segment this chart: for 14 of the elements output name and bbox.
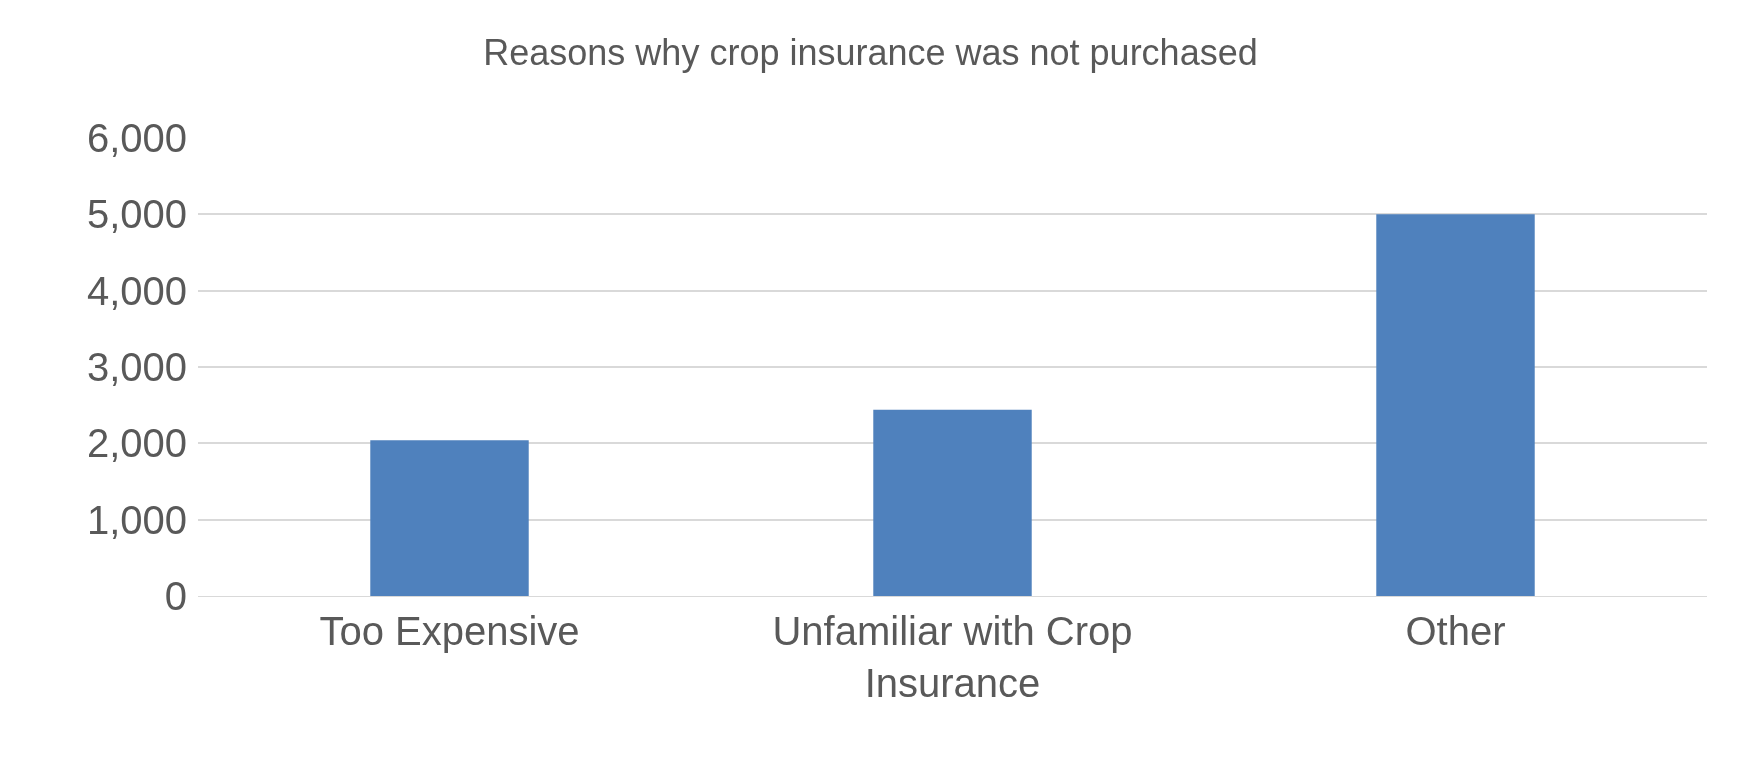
y-tick-label: 1,000 xyxy=(86,497,187,542)
x-tick-label: Unfamiliar with Crop Insurance xyxy=(772,609,1133,705)
y-tick-label: 3,000 xyxy=(86,345,187,389)
x-tick-label: Too Expensive xyxy=(319,609,580,653)
bar xyxy=(370,440,529,596)
y-tick-label: 0 xyxy=(164,574,187,618)
x-tick-label: Other xyxy=(1405,609,1506,653)
y-tick-label: 6,000 xyxy=(86,116,187,160)
bar xyxy=(873,409,1032,596)
y-tick-label: 4,000 xyxy=(86,268,187,313)
y-tick-label: 5,000 xyxy=(86,192,187,237)
y-tick-label: 2,000 xyxy=(86,421,187,466)
chart-title: Reasons why crop insurance was not purchased xyxy=(483,32,1258,74)
bar xyxy=(1376,214,1535,596)
